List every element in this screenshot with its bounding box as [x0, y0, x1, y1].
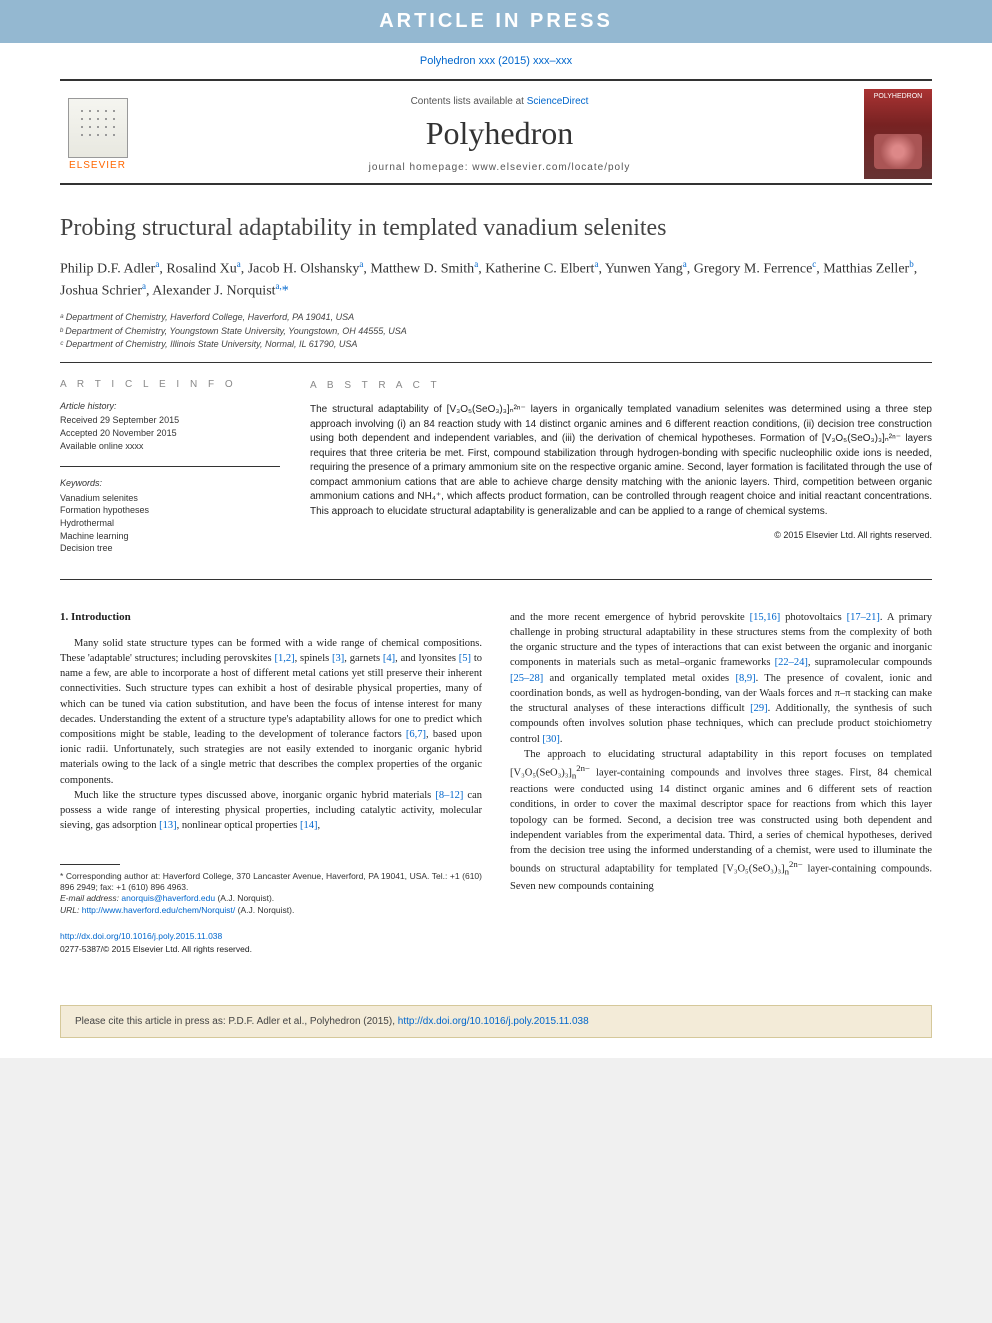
email-suffix: (A.J. Norquist). — [215, 893, 274, 903]
citation-top: Polyhedron xxx (2015) xxx–xxx — [0, 43, 992, 79]
affiliation: ᵃ Department of Chemistry, Haverford Col… — [60, 311, 932, 325]
elsevier-label: ELSEVIER — [69, 160, 126, 171]
article-info: A R T I C L E I N F O Article history: R… — [60, 379, 280, 569]
keywords-label: Keywords: — [60, 477, 280, 490]
article-in-press-banner: ARTICLE IN PRESS — [0, 0, 992, 43]
section-heading: 1. Introduction — [60, 610, 482, 626]
divider — [60, 579, 932, 580]
journal-homepage: journal homepage: www.elsevier.com/locat… — [135, 162, 864, 173]
abstract-text: The structural adaptability of [V₃O₅(SeO… — [310, 403, 932, 519]
corresponding-author: * Corresponding author at: Haverford Col… — [60, 871, 482, 894]
doi-block: http://dx.doi.org/10.1016/j.poly.2015.11… — [60, 926, 482, 955]
url-suffix: (A.J. Norquist). — [235, 905, 294, 915]
cite-footer: Please cite this article in press as: P.… — [60, 1005, 932, 1038]
cover-label: POLYHEDRON — [874, 93, 923, 100]
keyword: Vanadium selenites — [60, 492, 280, 505]
paragraph: The approach to elucidating structural a… — [510, 747, 932, 894]
article-history: Article history: Received 29 September 2… — [60, 400, 280, 452]
elsevier-tree-icon — [68, 98, 128, 158]
paragraph: and the more recent emergence of hybrid … — [510, 610, 932, 747]
journal-name: Polyhedron — [135, 115, 864, 152]
footnotes: * Corresponding author at: Haverford Col… — [60, 871, 482, 917]
issn-line: 0277-5387/© 2015 Elsevier Ltd. All right… — [60, 943, 482, 955]
email-link[interactable]: anorquis@haverford.edu — [121, 893, 215, 903]
column-right: and the more recent emergence of hybrid … — [510, 610, 932, 955]
journal-cover-thumbnail: POLYHEDRON — [864, 89, 932, 179]
history-label: Article history: — [60, 400, 280, 413]
email-label: E-mail address: — [60, 893, 121, 903]
journal-header: ELSEVIER Contents lists available at Sci… — [60, 79, 932, 185]
footnote-separator — [60, 864, 120, 865]
info-divider — [60, 466, 280, 467]
contents-prefix: Contents lists available at — [411, 96, 527, 107]
abstract-heading: A B S T R A C T — [310, 379, 932, 394]
cite-doi-link[interactable]: http://dx.doi.org/10.1016/j.poly.2015.11… — [398, 1016, 589, 1027]
keywords: Keywords: Vanadium selenites Formation h… — [60, 477, 280, 555]
affiliation: ᵇ Department of Chemistry, Youngstown St… — [60, 325, 932, 339]
cite-prefix: Please cite this article in press as: P.… — [75, 1016, 398, 1027]
page: ARTICLE IN PRESS Polyhedron xxx (2015) x… — [0, 0, 992, 1058]
keyword: Decision tree — [60, 542, 280, 555]
article-body: Probing structural adaptability in templ… — [0, 185, 992, 975]
affiliation: ᶜ Department of Chemistry, Illinois Stat… — [60, 338, 932, 352]
keyword: Machine learning — [60, 530, 280, 543]
url-link[interactable]: http://www.haverford.edu/chem/Norquist/ — [82, 905, 236, 915]
article-title: Probing structural adaptability in templ… — [60, 215, 932, 242]
history-item: Received 29 September 2015 — [60, 414, 280, 427]
column-left: 1. Introduction Many solid state structu… — [60, 610, 482, 955]
doi-link[interactable]: http://dx.doi.org/10.1016/j.poly.2015.11… — [60, 931, 222, 941]
history-item: Accepted 20 November 2015 — [60, 427, 280, 440]
paragraph: Much like the structure types discussed … — [60, 788, 482, 834]
body-columns: 1. Introduction Many solid state structu… — [60, 610, 932, 955]
article-info-heading: A R T I C L E I N F O — [60, 379, 280, 390]
keyword: Formation hypotheses — [60, 504, 280, 517]
sciencedirect-link[interactable]: ScienceDirect — [527, 96, 589, 107]
email-line: E-mail address: anorquis@haverford.edu (… — [60, 893, 482, 904]
journal-header-center: Contents lists available at ScienceDirec… — [135, 96, 864, 173]
contents-line: Contents lists available at ScienceDirec… — [135, 96, 864, 107]
info-abstract-row: A R T I C L E I N F O Article history: R… — [60, 379, 932, 569]
abstract-copyright: © 2015 Elsevier Ltd. All rights reserved… — [310, 529, 932, 542]
authors-line: Philip D.F. Adlera, Rosalind Xua, Jacob … — [60, 258, 932, 301]
history-item: Available online xxxx — [60, 440, 280, 453]
affiliations: ᵃ Department of Chemistry, Haverford Col… — [60, 311, 932, 352]
paragraph: Many solid state structure types can be … — [60, 636, 482, 788]
url-label: URL: — [60, 905, 82, 915]
elsevier-logo: ELSEVIER — [60, 92, 135, 177]
abstract: A B S T R A C T The structural adaptabil… — [310, 379, 932, 569]
url-line: URL: http://www.haverford.edu/chem/Norqu… — [60, 905, 482, 916]
divider — [60, 362, 932, 363]
keyword: Hydrothermal — [60, 517, 280, 530]
